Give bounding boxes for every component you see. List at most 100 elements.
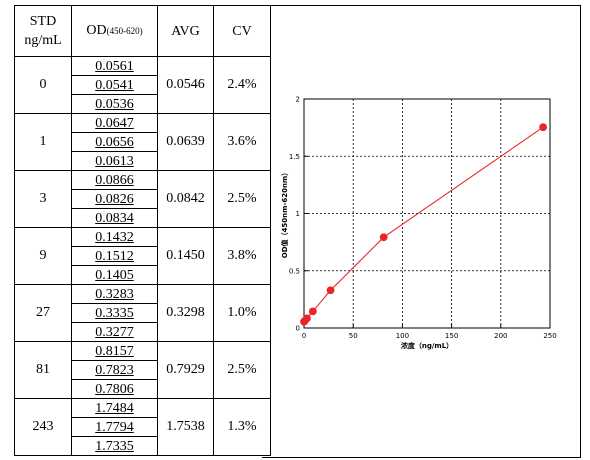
table-row: 0.7806 — [15, 379, 271, 399]
od-value-cell: 0.0541 — [71, 75, 158, 95]
avg-cell: 0.0842 — [157, 170, 214, 228]
data-point — [303, 314, 311, 323]
od-value: 0.1432 — [95, 229, 134, 245]
std-concentration-cell: 243 — [14, 398, 72, 456]
od-value-cell: 0.0613 — [71, 151, 158, 171]
std-concentration-cell: 0 — [14, 56, 72, 114]
od-value-cell: 0.0647 — [71, 113, 158, 133]
std-concentration-cell: 9 — [14, 227, 72, 285]
x-tick-label: 50 — [349, 332, 358, 340]
std-concentration-cell: 3 — [14, 170, 72, 228]
od-value: 0.1405 — [95, 267, 134, 283]
chart-panel — [262, 5, 581, 458]
od-value-cell: 1.7335 — [71, 436, 158, 456]
header-std: STD ng/mL — [14, 5, 72, 57]
y-tick-label: 1 — [296, 210, 300, 218]
header-od: OD(450-620) — [71, 5, 158, 57]
y-tick-label: 0 — [296, 325, 300, 333]
table-row: 3 0.0866 0.0842 2.5% — [14, 170, 271, 228]
od-value: 0.3283 — [95, 286, 134, 302]
od-value-cell: 0.0536 — [71, 94, 158, 114]
table-row: 0.3277 — [15, 322, 271, 342]
od-value-cell: 0.0656 — [71, 132, 158, 152]
y-tick-label: 2 — [296, 96, 300, 104]
header-std-label: STD — [29, 14, 57, 29]
y-axis-label: OD值（450nm-620nm） — [280, 169, 289, 258]
cv-cell: 1.3% — [213, 398, 271, 456]
table-row: 0.0826 — [15, 189, 271, 209]
od-value: 1.7335 — [95, 438, 134, 454]
avg-cell: 1.7538 — [157, 398, 214, 456]
y-tick-label: 0.5 — [289, 267, 300, 275]
od-value-cell: 0.3277 — [71, 322, 158, 342]
standard-curve-table: STD ng/mL OD(450-620) AVG CV 0 0.0561 0.054… — [14, 5, 271, 456]
od-value: 0.0834 — [95, 210, 134, 226]
cv-cell: 2.4% — [213, 56, 271, 114]
x-tick-label: 250 — [543, 332, 556, 340]
od-value-cell: 0.1405 — [71, 265, 158, 285]
od-value: 0.0541 — [95, 77, 134, 93]
table-row: 243 1.7484 1.7538 1.3% — [14, 398, 271, 456]
table-row: 0.7823 — [15, 360, 271, 380]
od-value-cell: 0.0561 — [71, 56, 158, 76]
x-tick-label: 100 — [396, 332, 409, 340]
header-od-label: OD — [86, 23, 107, 38]
od-value-cell: 0.0834 — [71, 208, 158, 228]
table-row: 0.3335 — [15, 303, 271, 323]
od-value: 0.0866 — [95, 172, 134, 188]
od-value-cell: 0.0866 — [71, 170, 158, 190]
od-value-cell: 0.7823 — [71, 360, 158, 380]
od-value: 0.0613 — [95, 153, 134, 169]
od-value: 0.0536 — [95, 96, 134, 112]
od-value-cell: 0.8157 — [71, 341, 158, 361]
x-tick-label: 0 — [302, 332, 306, 340]
od-value: 1.7794 — [95, 419, 134, 435]
od-value: 0.7806 — [95, 381, 134, 397]
cv-cell: 3.8% — [213, 227, 271, 285]
avg-cell: 0.3298 — [157, 284, 214, 342]
fit-curve — [303, 126, 544, 323]
od-value-cell: 0.1432 — [71, 227, 158, 247]
table-row: 0.0656 — [15, 132, 271, 152]
table-row: 1.7794 — [15, 417, 271, 437]
cv-cell: 3.6% — [213, 113, 271, 171]
table-row: 1 0.0647 0.0639 3.6% — [14, 113, 271, 171]
od-value: 0.1512 — [95, 248, 134, 264]
table-row: 9 0.1432 0.1450 3.8% — [14, 227, 271, 285]
od-value-cell: 1.7794 — [71, 417, 158, 437]
od-value: 0.0647 — [95, 115, 134, 131]
avg-cell: 0.0639 — [157, 113, 214, 171]
std-concentration-cell: 81 — [14, 341, 72, 399]
header-std-unit: ng/mL — [24, 33, 62, 48]
y-tick-label: 1.5 — [289, 153, 300, 161]
data-point — [379, 233, 388, 242]
od-value-cell: 0.0826 — [71, 189, 158, 209]
od-value-cell: 0.7806 — [71, 379, 158, 399]
standard-curve-chart: 0 50 100 150 200 250 0 0.5 1 1.5 2 浓度（ng/mL） OD值（450… — [280, 96, 557, 351]
od-value: 0.0561 — [95, 58, 134, 74]
x-axis-label: 浓度（ng/mL） — [401, 341, 453, 350]
od-value: 0.3277 — [95, 324, 134, 340]
cv-cell: 2.5% — [213, 170, 271, 228]
data-point — [539, 123, 548, 132]
data-point — [326, 286, 335, 295]
od-value-cell: 1.7484 — [71, 398, 158, 418]
avg-cell: 0.0546 — [157, 56, 214, 114]
od-value-cell: 0.3283 — [71, 284, 158, 304]
od-value-cell: 0.3335 — [71, 303, 158, 323]
od-value: 1.7484 — [95, 400, 134, 416]
table-row: 0 0.0561 0.0546 2.4% — [14, 56, 271, 114]
x-tick-label: 200 — [494, 332, 507, 340]
std-concentration-cell: 1 — [14, 113, 72, 171]
table-row: 1.7335 — [15, 436, 271, 456]
std-concentration-cell: 27 — [14, 284, 72, 342]
data-point — [308, 307, 317, 316]
od-value: 0.0826 — [95, 191, 134, 207]
od-value: 0.7823 — [95, 362, 134, 378]
od-value: 0.0656 — [95, 134, 134, 150]
table-row: 27 0.3283 0.3298 1.0% — [14, 284, 271, 342]
od-value: 0.3335 — [95, 305, 134, 321]
header-avg: AVG — [157, 5, 214, 57]
header-cv: CV — [213, 5, 271, 57]
od-value-cell: 0.1512 — [71, 246, 158, 266]
